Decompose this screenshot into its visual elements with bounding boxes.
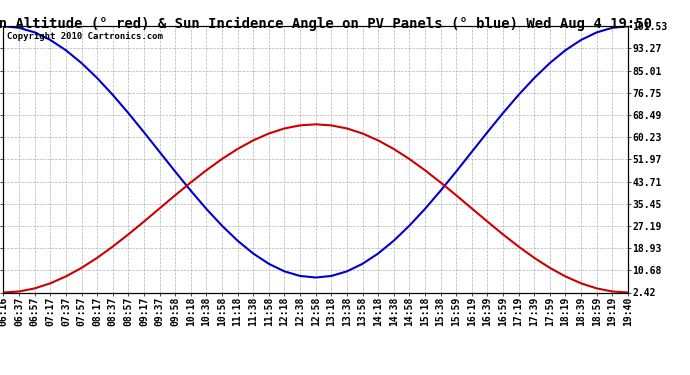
Text: Copyright 2010 Cartronics.com: Copyright 2010 Cartronics.com [7, 32, 162, 40]
Text: Sun Altitude (° red) & Sun Incidence Angle on PV Panels (° blue) Wed Aug 4 19:50: Sun Altitude (° red) & Sun Incidence Ang… [0, 17, 653, 31]
